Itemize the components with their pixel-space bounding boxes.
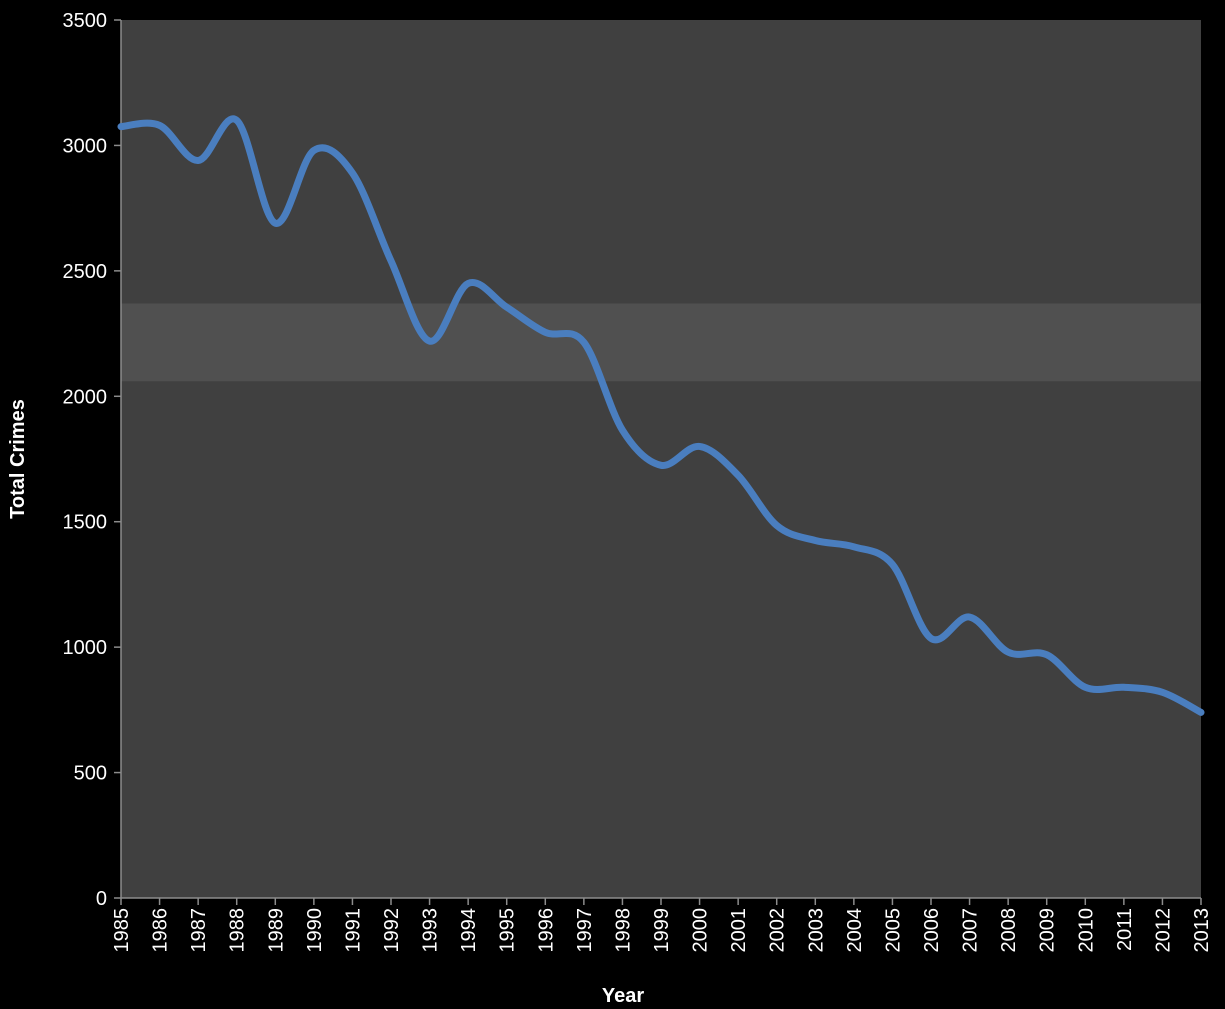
x-tick-label: 2002 (767, 908, 789, 953)
x-tick-label: 2006 (921, 908, 943, 953)
band (121, 303, 1201, 382)
y-tick-label: 2500 (63, 261, 108, 283)
x-tick-label: 1992 (381, 908, 403, 953)
x-tick-label: 1994 (458, 908, 480, 953)
y-tick-label: 2000 (63, 386, 108, 408)
x-tick-label: 1989 (265, 908, 287, 953)
x-tick-label: 1993 (420, 908, 442, 953)
line (117, 115, 1205, 716)
x-tick-label: 1996 (535, 908, 557, 953)
x-tick-label: 1991 (342, 908, 364, 953)
x-tick-label: 2012 (1152, 908, 1174, 953)
x-tick-label: 2004 (844, 908, 866, 953)
y-axis-title: Total Crimes (7, 399, 29, 519)
plot-area (121, 20, 1201, 898)
x-tick-label: 2013 (1191, 908, 1213, 953)
x-tick-label: 1998 (612, 908, 634, 953)
x-tick-label: 1988 (227, 908, 249, 953)
x-tick-label: 2007 (960, 908, 982, 953)
x-tick-label: 1997 (574, 908, 596, 953)
x-tick-label: 2000 (690, 908, 712, 953)
x-tick-label: 2005 (882, 908, 904, 953)
x-tick-label: 1999 (651, 908, 673, 953)
x-tick-label: 1986 (150, 908, 172, 953)
x-tick-label: 1987 (188, 908, 210, 953)
y-tick-label: 1500 (63, 512, 108, 534)
x-tick-label: 2011 (1114, 908, 1136, 951)
x-tick-label: 1995 (497, 908, 519, 953)
y-tick-label: 0 (96, 888, 107, 910)
y-tick-label: 500 (74, 763, 107, 785)
x-tick-label: 2009 (1037, 908, 1059, 953)
y-tick-label: 3000 (63, 135, 108, 157)
y-tick-label: 3500 (63, 10, 108, 32)
x-tick-label: 2001 (728, 908, 750, 953)
x-tick-label: 2010 (1075, 908, 1097, 953)
x-tick-label: 1985 (111, 908, 133, 953)
x-tick-label: 2003 (805, 908, 827, 953)
x-tick-label: 2008 (998, 908, 1020, 953)
y-tick-label: 1000 (63, 637, 108, 659)
x-tick-label: 1990 (304, 908, 326, 953)
x-axis-title: Year (602, 985, 644, 1007)
